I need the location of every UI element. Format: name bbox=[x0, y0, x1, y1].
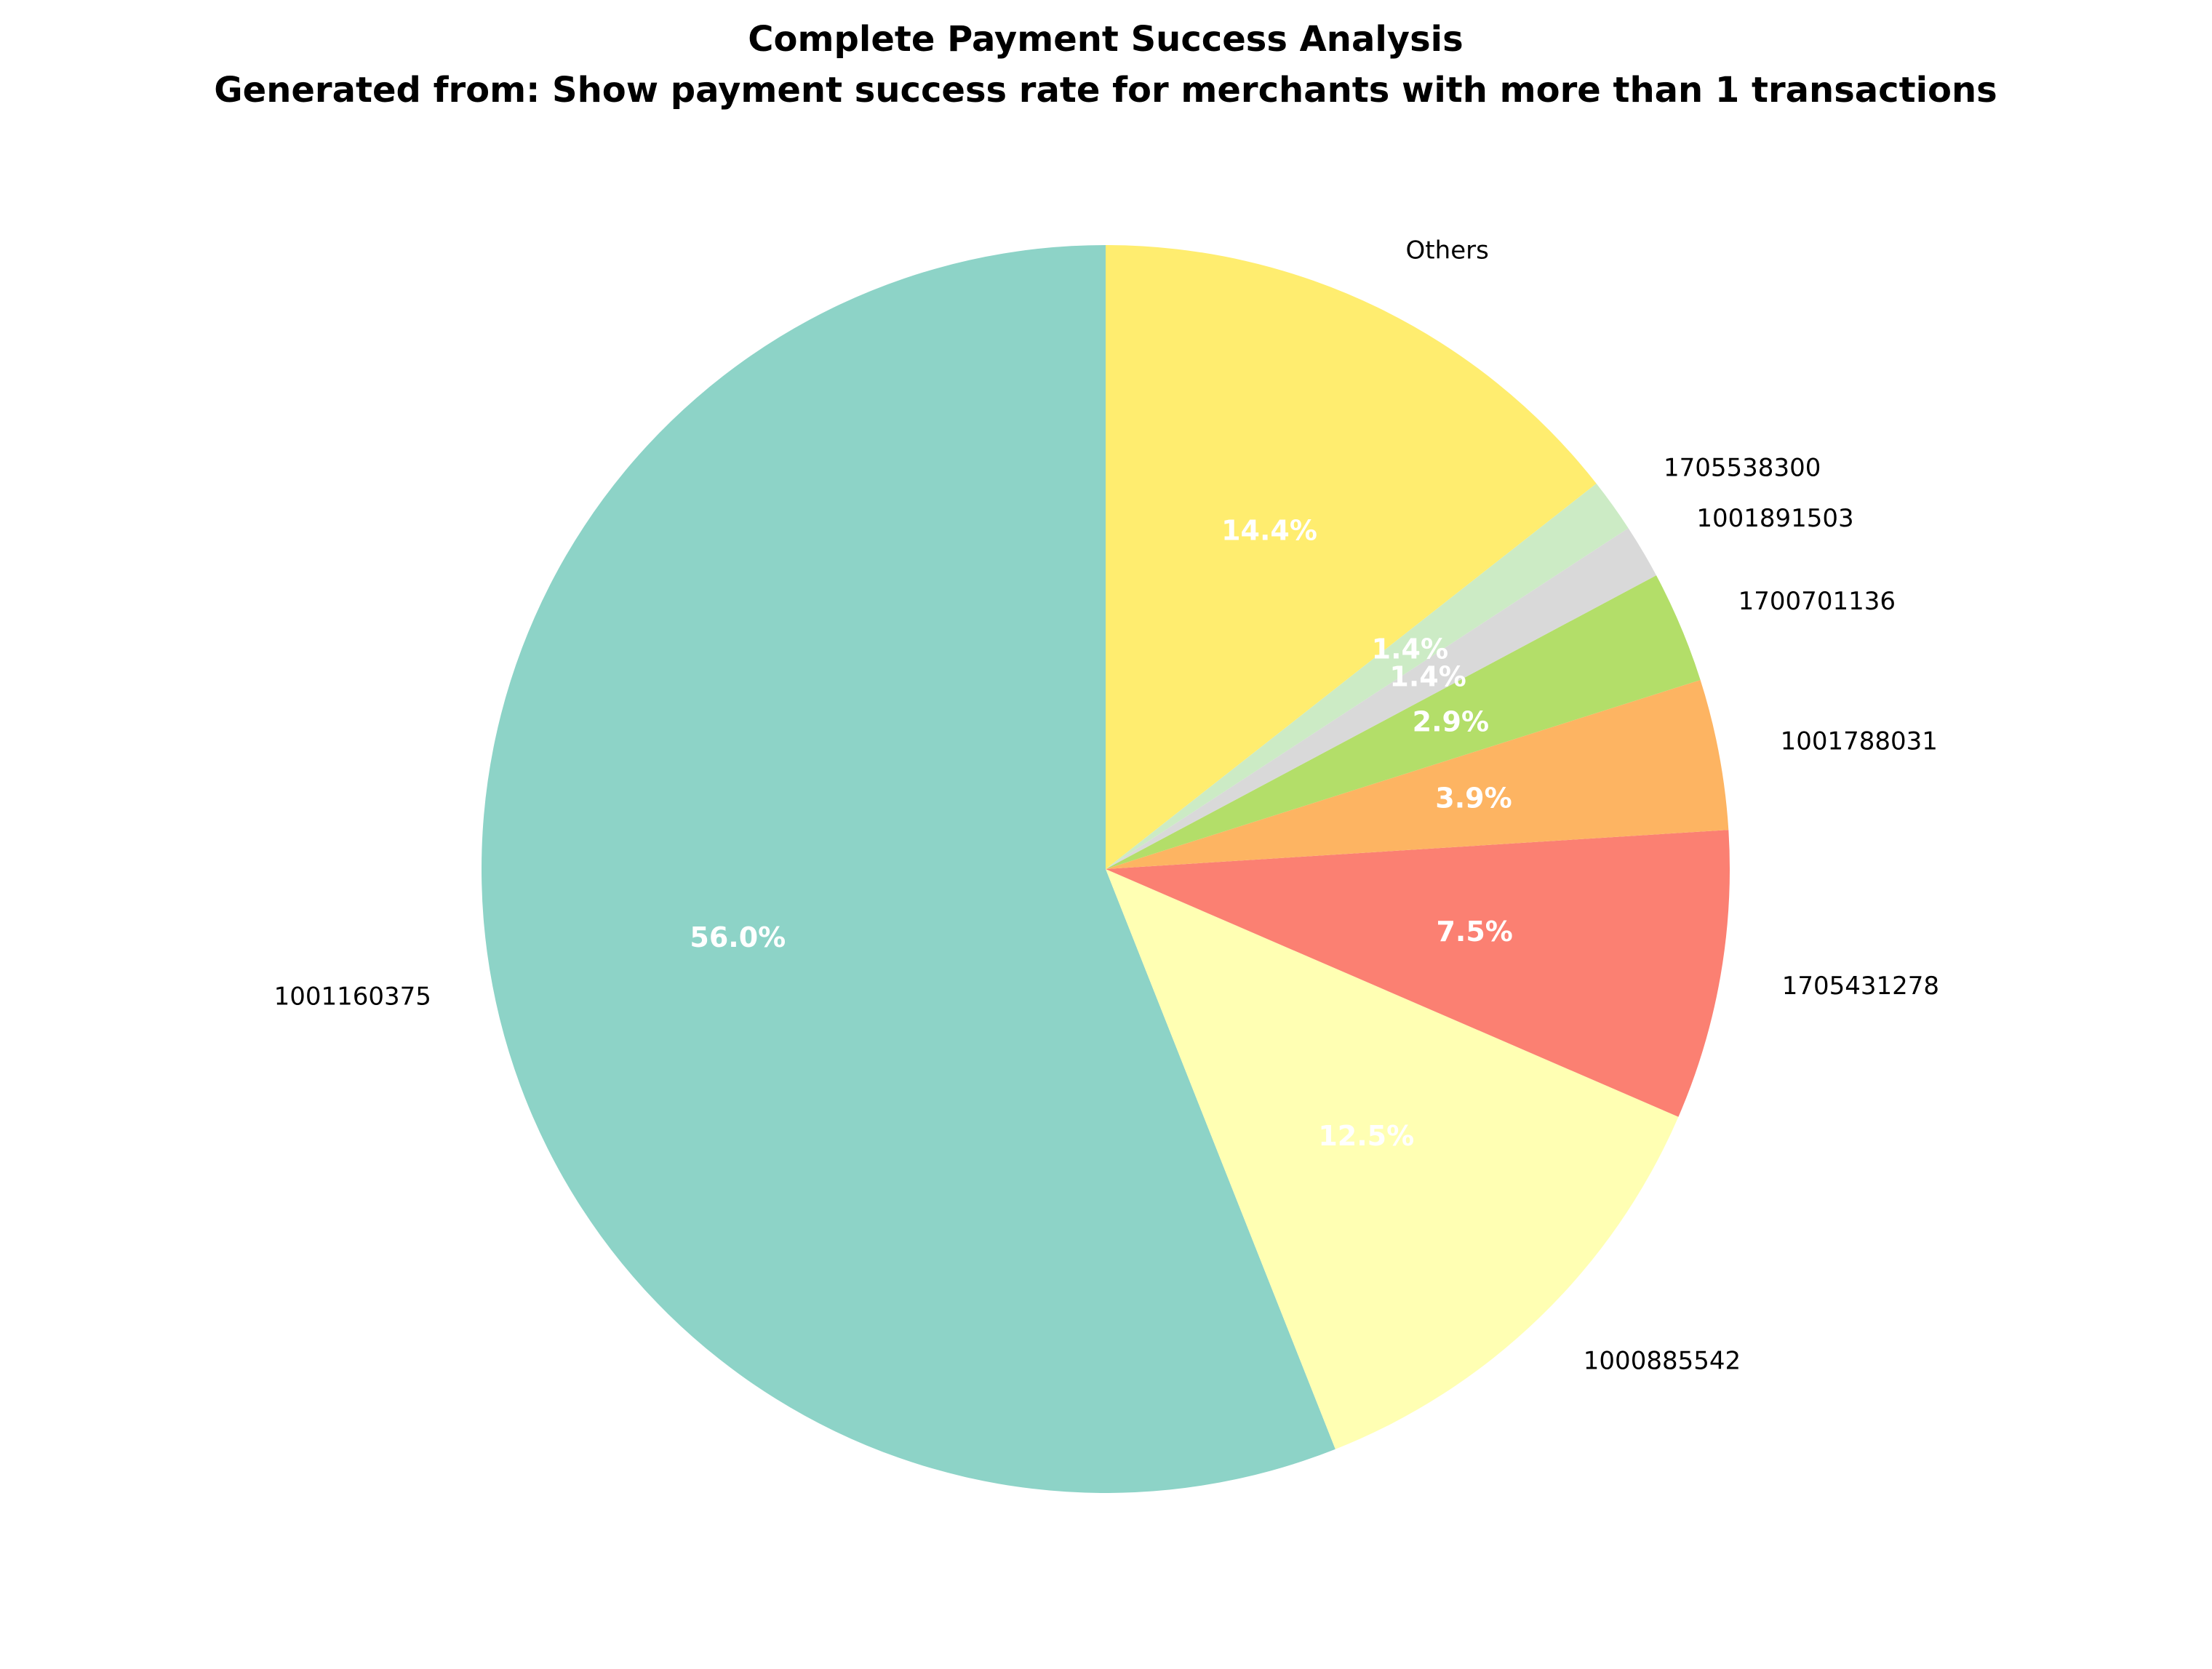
slice-label: 1001891503 bbox=[1696, 504, 1853, 533]
slice-label: 1705538300 bbox=[1664, 454, 1821, 483]
pie-slice-1700701136 bbox=[1106, 575, 1701, 869]
slice-label: 1705431278 bbox=[1782, 972, 1939, 1001]
slice-percent-label: 3.9% bbox=[1435, 783, 1512, 815]
slice-label: 1700701136 bbox=[1738, 587, 1896, 616]
slice-percent-label: 7.5% bbox=[1436, 916, 1512, 948]
slice-percent-label: 1.4% bbox=[1372, 633, 1448, 665]
pie-slice-1001788031 bbox=[1106, 679, 1729, 869]
chart-title: Complete Payment Success Analysis bbox=[748, 19, 1463, 60]
pie-slice-1001891503 bbox=[1106, 528, 1657, 869]
slice-label: 1001788031 bbox=[1781, 727, 1938, 756]
slice-percent-label: 2.9% bbox=[1413, 706, 1489, 738]
slice-label: 1001160375 bbox=[274, 982, 431, 1011]
pie-slice-1001160375 bbox=[482, 245, 1335, 1493]
pie-slices bbox=[482, 244, 1730, 1493]
chart-subtitle: Generated from: Show payment success rat… bbox=[214, 70, 1997, 111]
slice-label: 1000885542 bbox=[1584, 1346, 1741, 1375]
slice-percent-label: 1.4% bbox=[1389, 660, 1466, 692]
pie-slice-1705431278 bbox=[1106, 830, 1730, 1117]
pie-slice-1000885542 bbox=[1106, 869, 1679, 1449]
slice-percent-label: 56.0% bbox=[690, 921, 786, 953]
pie-percent-labels: 56.0% 12.5% 7.5% 3.9% 2.9% 1.4%1.4% 14.4% bbox=[690, 514, 1512, 1152]
slice-percent-label: 14.4% bbox=[1221, 514, 1317, 546]
slice-label: Others bbox=[1406, 236, 1489, 265]
pie-slice-labels: 1001160375 1000885542 1705431278 1001788031… bbox=[274, 236, 1939, 1376]
pie-slice-1705538300 bbox=[1106, 483, 1629, 869]
slice-percent-label: 12.5% bbox=[1318, 1120, 1414, 1152]
pie-slice-others bbox=[1106, 244, 1597, 869]
